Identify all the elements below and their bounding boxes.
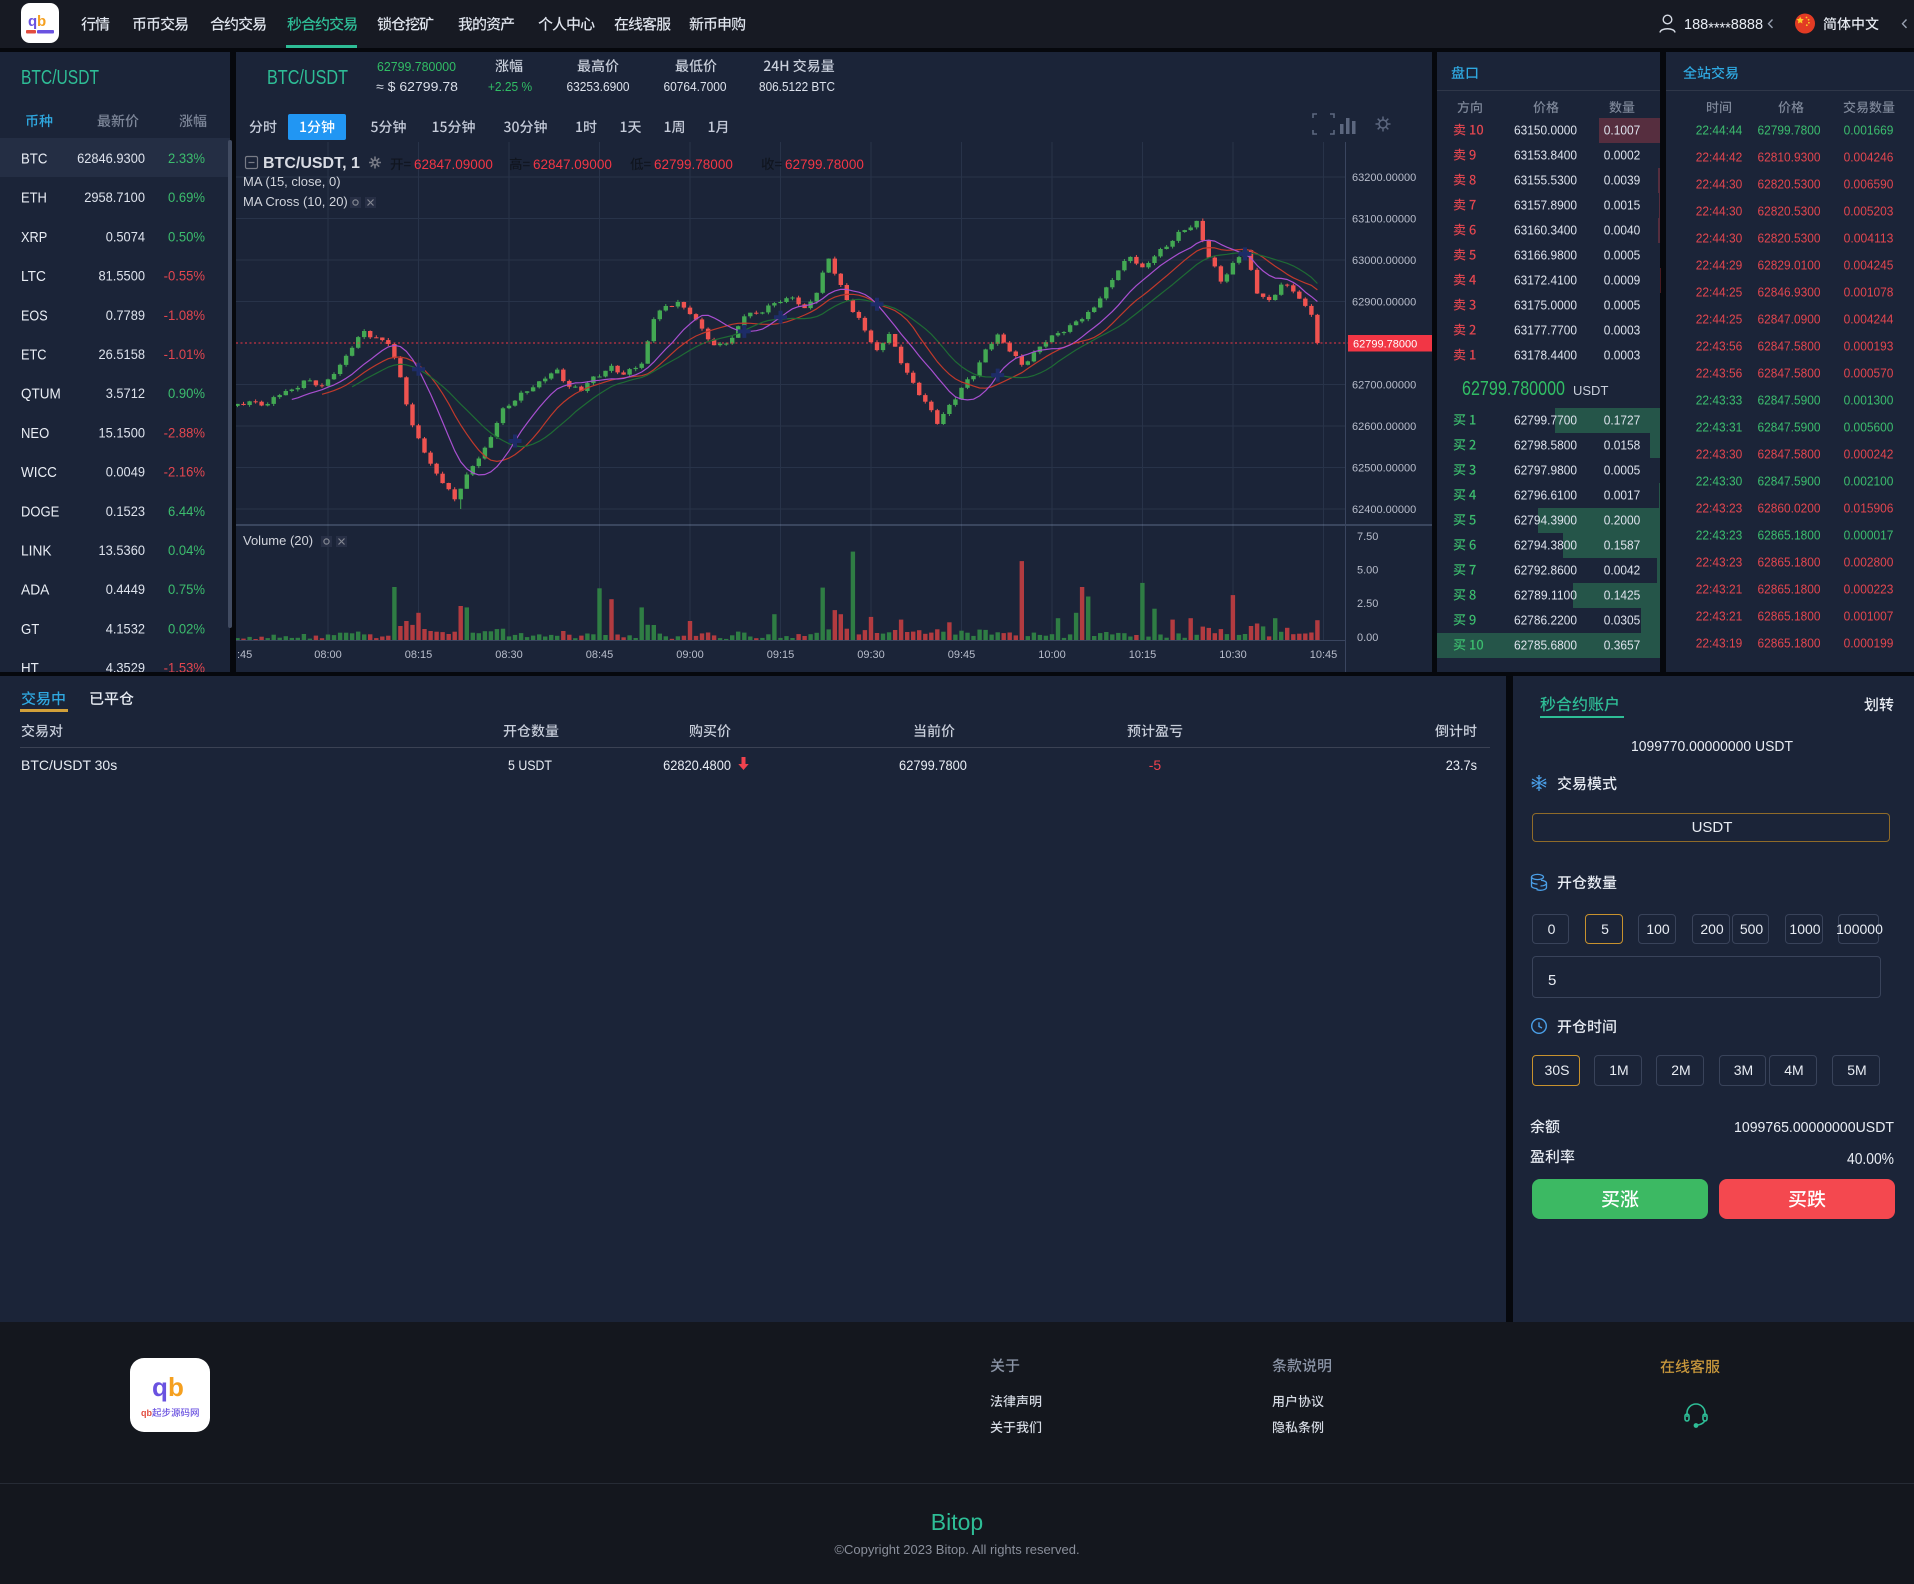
svg-text:09:00: 09:00 xyxy=(676,649,704,661)
svg-text:08:30: 08:30 xyxy=(495,649,523,661)
svg-text:10:30: 10:30 xyxy=(1219,649,1247,661)
svg-text:63100.00000: 63100.00000 xyxy=(1352,214,1416,226)
svg-text:08:15: 08:15 xyxy=(405,649,433,661)
svg-text:5.00: 5.00 xyxy=(1357,565,1378,577)
svg-text:62900.00000: 62900.00000 xyxy=(1352,297,1416,309)
svg-text:BTC/USDT, 1: BTC/USDT, 1 xyxy=(263,155,360,172)
svg-text:62799.78000: 62799.78000 xyxy=(654,157,733,172)
svg-text:62847.09000: 62847.09000 xyxy=(414,157,493,172)
svg-text:09:15: 09:15 xyxy=(767,649,795,661)
svg-text:62600.00000: 62600.00000 xyxy=(1352,421,1416,433)
svg-text:63200.00000: 63200.00000 xyxy=(1352,172,1416,184)
svg-text::45: :45 xyxy=(237,649,252,661)
svg-text:MA Cross (10, 20): MA Cross (10, 20) xyxy=(243,194,348,209)
svg-text:08:45: 08:45 xyxy=(586,649,614,661)
svg-text:2.50: 2.50 xyxy=(1357,598,1378,610)
svg-text:7.50: 7.50 xyxy=(1357,531,1378,543)
svg-text:09:30: 09:30 xyxy=(857,649,885,661)
svg-text:10:00: 10:00 xyxy=(1038,649,1066,661)
svg-text:0.00: 0.00 xyxy=(1357,632,1378,644)
svg-text:62500.00000: 62500.00000 xyxy=(1352,463,1416,475)
svg-text:10:15: 10:15 xyxy=(1129,649,1157,661)
svg-text:Volume (20): Volume (20) xyxy=(243,533,313,548)
svg-text:08:00: 08:00 xyxy=(314,649,342,661)
svg-text:10:45: 10:45 xyxy=(1310,649,1338,661)
svg-text:62700.00000: 62700.00000 xyxy=(1352,380,1416,392)
svg-text:63000.00000: 63000.00000 xyxy=(1352,255,1416,267)
svg-text:62799.78000: 62799.78000 xyxy=(1353,339,1417,351)
svg-text:MA (15, close, 0): MA (15, close, 0) xyxy=(243,174,341,189)
svg-text:09:45: 09:45 xyxy=(948,649,976,661)
svg-text:62799.78000: 62799.78000 xyxy=(785,157,864,172)
svg-text:62847.09000: 62847.09000 xyxy=(533,157,612,172)
svg-text:62400.00000: 62400.00000 xyxy=(1352,504,1416,516)
